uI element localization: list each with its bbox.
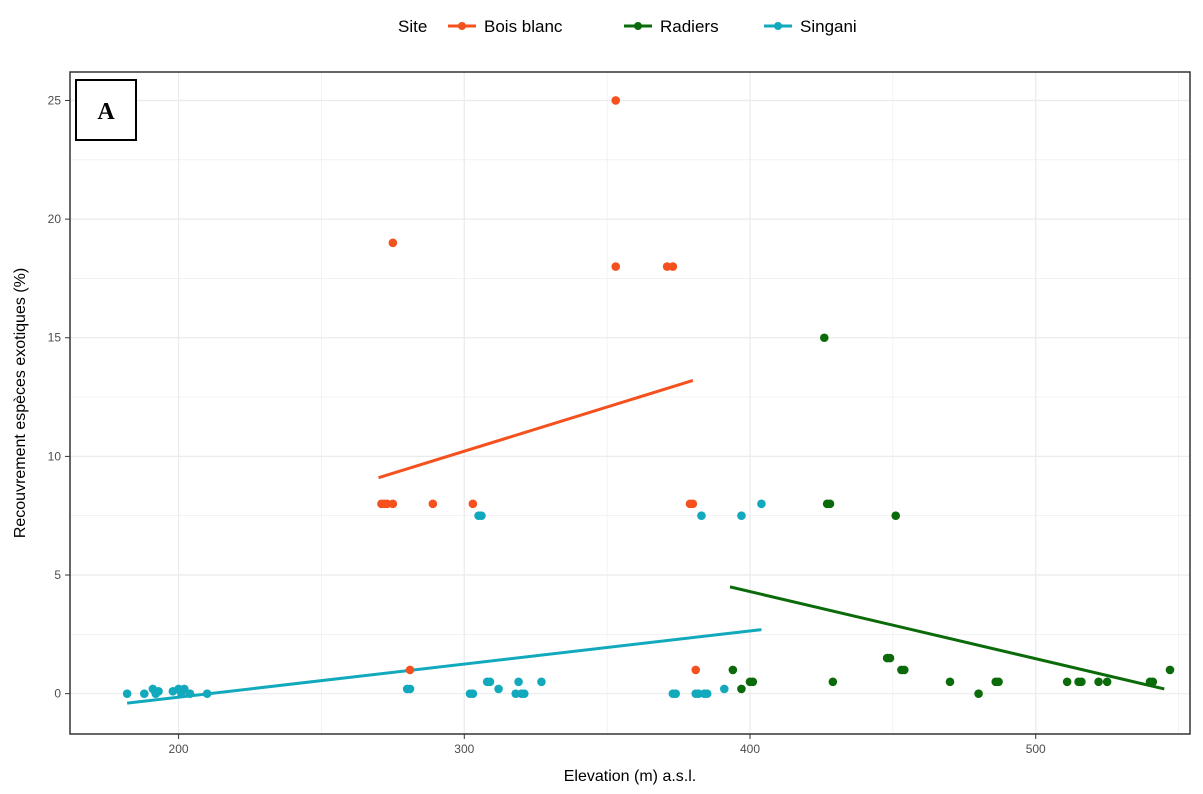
point-singani <box>139 689 149 698</box>
point-radiers <box>728 665 738 675</box>
point-radiers <box>974 689 983 698</box>
point-radiers <box>819 333 829 343</box>
y-axis: 0 5 10 15 20 25 <box>48 93 70 701</box>
point-radiers <box>1062 677 1072 687</box>
point-radiers <box>828 677 838 687</box>
point-singani <box>514 677 523 687</box>
point-singani <box>757 499 766 509</box>
point-bois-blanc <box>405 665 415 675</box>
point-bois-blanc <box>668 262 678 271</box>
y-axis-title: Recouvrement espèces exotiques (%) <box>12 268 29 538</box>
point-singani <box>737 511 746 521</box>
point-singani <box>468 689 478 698</box>
trend-lines <box>126 379 1165 705</box>
point-radiers <box>994 677 1003 687</box>
point-radiers <box>945 677 955 687</box>
y-tick-label: 25 <box>48 93 62 107</box>
y-tick-label: 0 <box>54 687 61 701</box>
x-tick-label: 300 <box>454 742 474 756</box>
x-tick-label: 500 <box>1026 742 1046 756</box>
point-radiers <box>1148 677 1158 687</box>
point-singani <box>537 677 546 687</box>
trend-line-radiers <box>729 585 1165 691</box>
point-singani <box>719 684 729 694</box>
plot-panel-border <box>69 71 1191 735</box>
legend-key-point <box>458 22 466 30</box>
point-singani <box>519 689 529 698</box>
point-radiers <box>891 511 901 521</box>
legend-key-point <box>774 22 782 30</box>
point-bois-blanc <box>611 96 621 105</box>
point-radiers <box>1077 677 1086 687</box>
point-bois-blanc <box>468 499 478 509</box>
point-singani <box>154 686 163 696</box>
legend: Site Bois blanc Radiers Singani <box>398 17 857 36</box>
panel-label: A <box>75 79 137 141</box>
point-singani <box>122 689 132 698</box>
legend-label: Singani <box>800 17 857 36</box>
point-singani <box>202 689 212 698</box>
legend-entry-radiers: Radiers <box>624 17 719 36</box>
point-singani <box>185 689 195 698</box>
x-tick-label: 200 <box>169 742 189 756</box>
point-singani <box>179 684 189 694</box>
gridlines <box>70 72 1190 734</box>
point-singani <box>697 511 706 521</box>
legend-label: Radiers <box>660 17 719 36</box>
y-tick-label: 20 <box>48 212 62 226</box>
point-bois-blanc <box>688 499 698 509</box>
y-tick-label: 15 <box>48 331 62 345</box>
trend-line-singani <box>126 628 762 705</box>
point-bois-blanc <box>428 499 438 509</box>
legend-title: Site <box>398 17 427 36</box>
point-singani <box>494 684 503 694</box>
data-points <box>122 96 1175 698</box>
point-radiers <box>1165 665 1175 675</box>
point-singani <box>405 684 415 694</box>
point-singani <box>477 511 486 521</box>
trend-line-bois-blanc <box>378 379 694 480</box>
legend-entry-singani: Singani <box>764 17 857 36</box>
legend-entry-bois-blanc: Bois blanc <box>448 17 563 36</box>
point-radiers <box>1094 677 1103 687</box>
legend-key-point <box>634 22 642 30</box>
point-radiers <box>737 684 746 694</box>
point-radiers <box>899 665 909 675</box>
point-radiers <box>825 499 835 509</box>
x-axis: 200 300 400 500 <box>169 734 1046 756</box>
point-bois-blanc <box>691 665 701 675</box>
point-bois-blanc <box>388 238 398 248</box>
point-radiers <box>748 677 758 687</box>
point-bois-blanc <box>611 262 621 271</box>
point-singani <box>671 689 681 698</box>
x-tick-label: 400 <box>740 742 760 756</box>
y-tick-label: 5 <box>54 568 61 582</box>
panel-letter: A <box>97 99 115 125</box>
point-singani <box>485 677 495 687</box>
y-tick-label: 10 <box>48 449 62 463</box>
point-bois-blanc <box>388 499 398 509</box>
x-axis-title: Elevation (m) a.s.l. <box>564 768 696 785</box>
point-radiers <box>885 653 895 663</box>
point-radiers <box>1102 677 1112 687</box>
legend-label: Bois blanc <box>484 17 563 36</box>
point-singani <box>702 689 712 698</box>
